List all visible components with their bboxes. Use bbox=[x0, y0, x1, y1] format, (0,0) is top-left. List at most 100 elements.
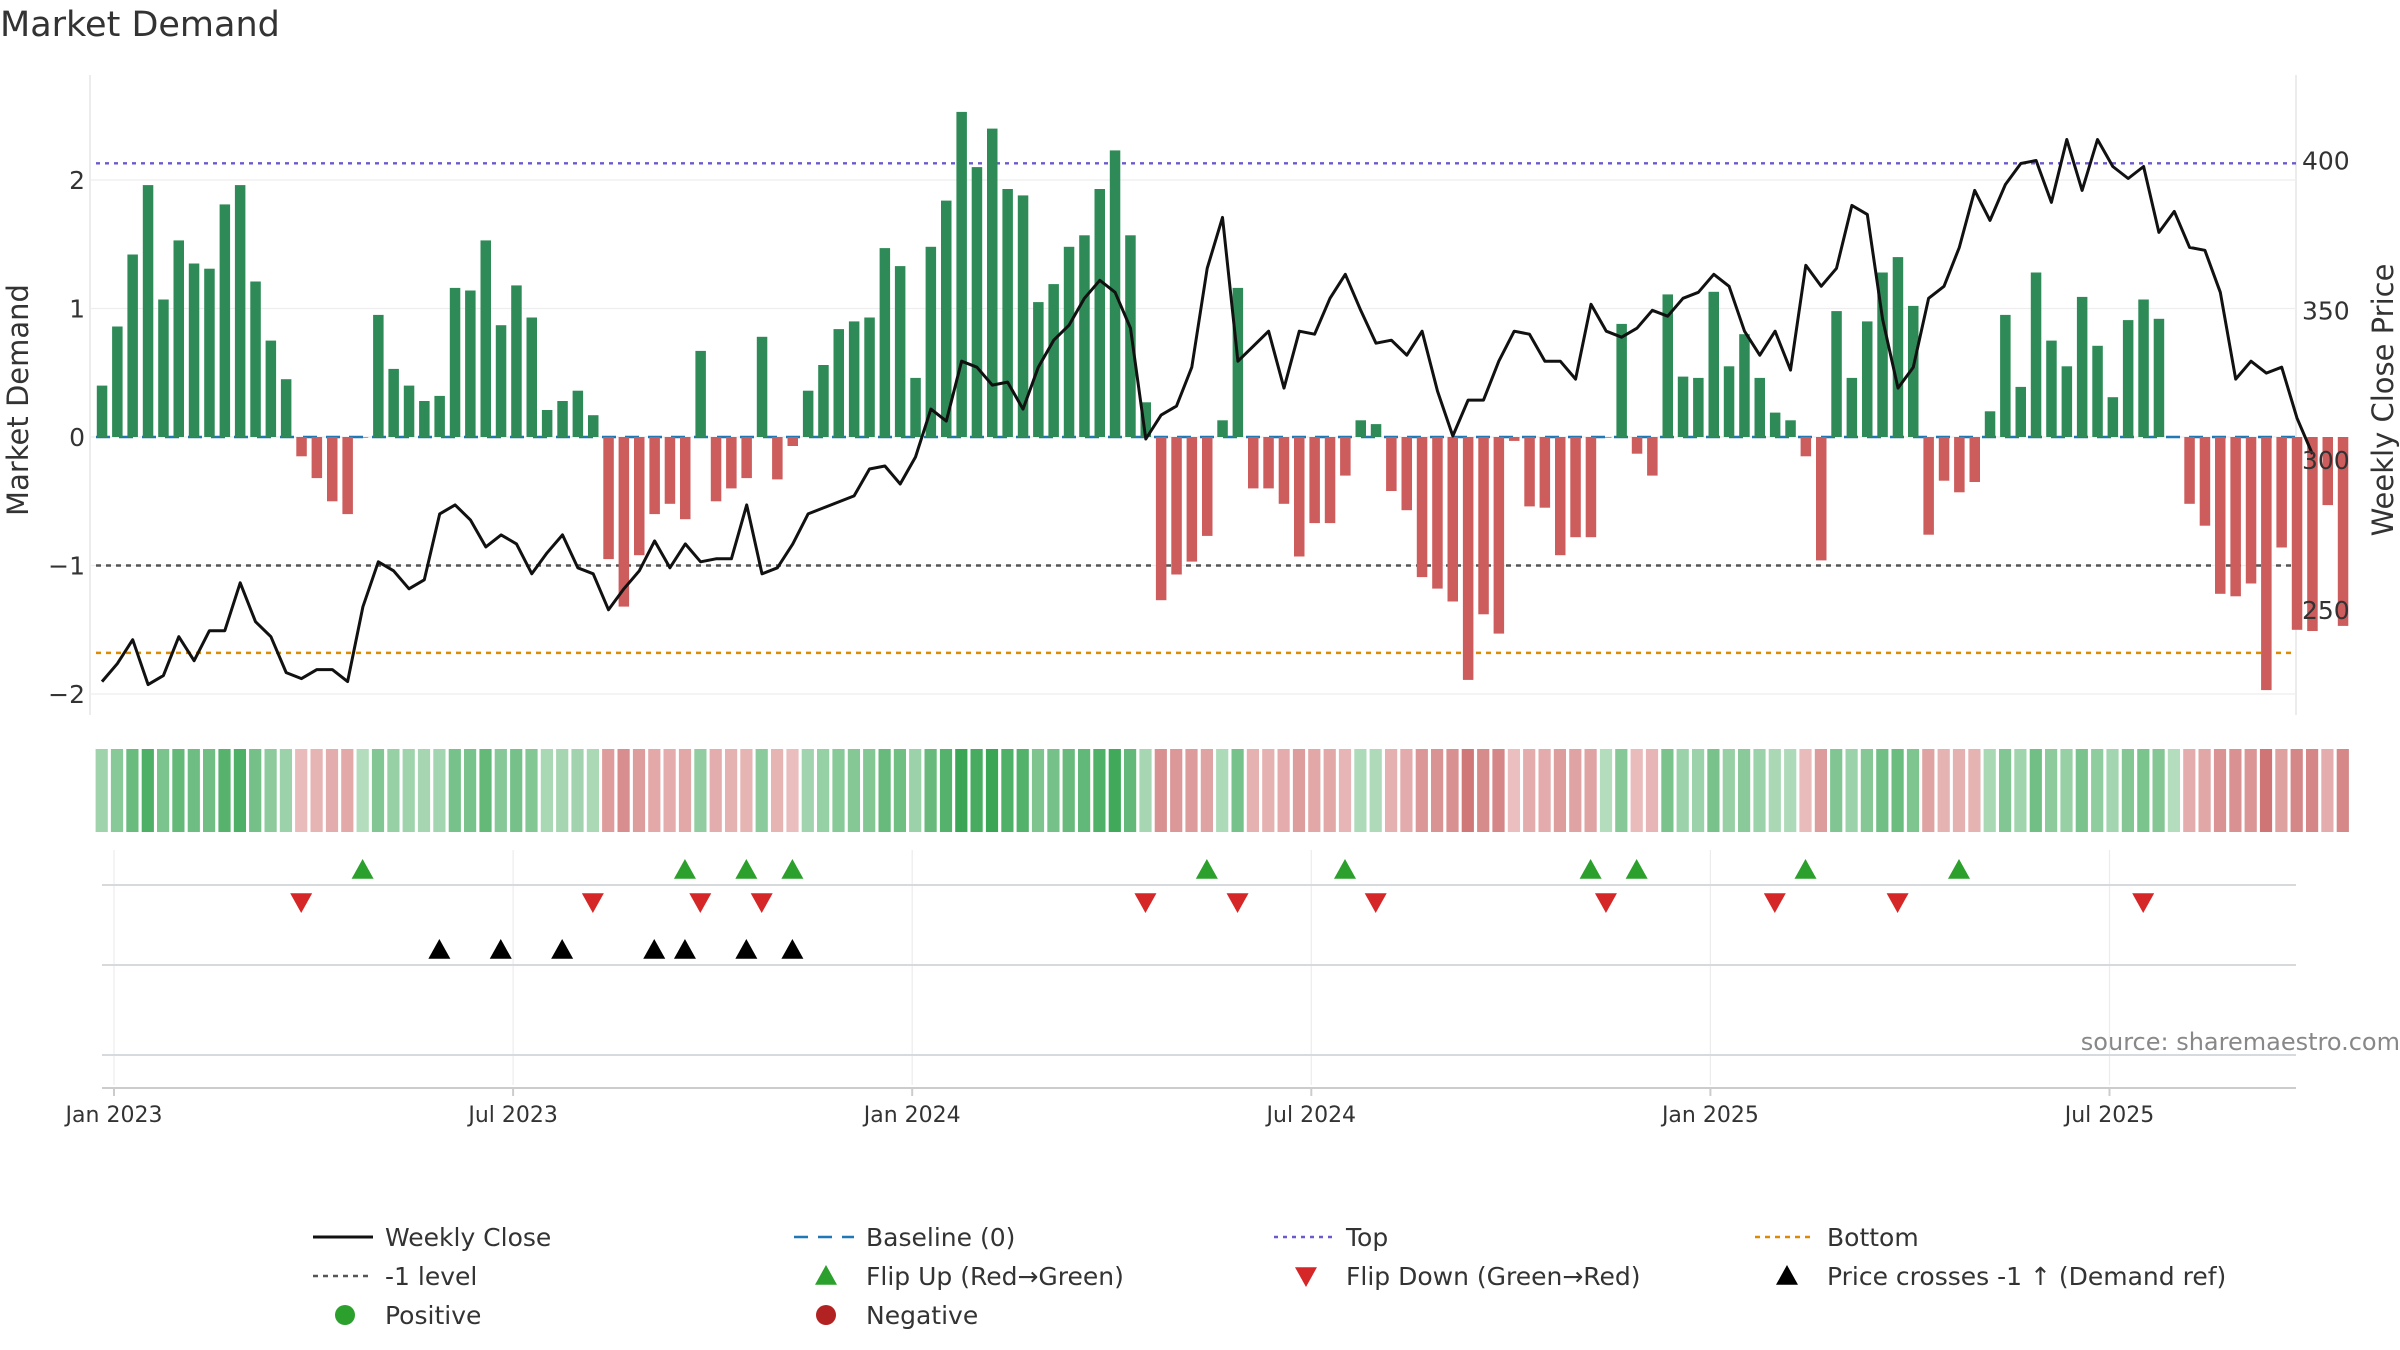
demand-heat-cell bbox=[126, 749, 139, 832]
price-cross-marker bbox=[551, 939, 574, 959]
demand-heat-cell bbox=[985, 749, 999, 832]
demand-bar bbox=[664, 437, 676, 504]
demand-bar bbox=[495, 325, 507, 437]
demand-bar bbox=[2153, 318, 2165, 437]
demand-heat-cell bbox=[1722, 749, 1735, 832]
demand-bar bbox=[1739, 334, 1750, 437]
left-tick-label: −2 bbox=[48, 680, 85, 709]
legend-label: Positive bbox=[385, 1301, 481, 1330]
demand-bar bbox=[864, 317, 875, 437]
demand-heat-cell bbox=[694, 749, 707, 832]
demand-heat-cell bbox=[1047, 749, 1060, 832]
demand-heat-cell bbox=[1937, 749, 1950, 832]
demand-bar bbox=[2122, 320, 2134, 437]
demand-heat-cell bbox=[663, 749, 676, 832]
demand-bar bbox=[987, 128, 998, 437]
demand-heat-cell bbox=[1385, 749, 1398, 832]
demand-bar bbox=[1647, 437, 1658, 476]
legend-label: Flip Down (Green→Red) bbox=[1346, 1262, 1641, 1291]
demand-bar bbox=[726, 437, 737, 489]
demand-bar bbox=[112, 326, 123, 437]
demand-heat-cell bbox=[801, 749, 814, 832]
demand-bar bbox=[1340, 437, 1351, 476]
demand-bar bbox=[1324, 437, 1336, 524]
demand-bar bbox=[1984, 411, 1996, 437]
demand-bar bbox=[1708, 291, 1719, 437]
legend-label: Top bbox=[1345, 1223, 1388, 1252]
demand-heat-cell bbox=[2029, 749, 2042, 832]
demand-bar bbox=[373, 314, 384, 437]
demand-bar bbox=[1800, 437, 1812, 457]
demand-heat-cell bbox=[2152, 749, 2165, 832]
demand-bar bbox=[403, 385, 415, 437]
legend-swatch bbox=[1776, 1265, 1798, 1285]
demand-bar bbox=[1816, 437, 1827, 561]
demand-heat-cell bbox=[1369, 749, 1382, 832]
demand-bar bbox=[1693, 377, 1704, 437]
legend-swatch bbox=[335, 1305, 355, 1325]
demand-heat-cell bbox=[325, 749, 339, 832]
demand-heat-cell bbox=[709, 749, 722, 832]
demand-heat-cell bbox=[1830, 749, 1843, 832]
price-cross-marker bbox=[428, 939, 451, 959]
flip-up-marker bbox=[1625, 859, 1648, 879]
demand-bar bbox=[1401, 437, 1412, 511]
demand-bar bbox=[449, 287, 461, 437]
demand-heat-cell bbox=[955, 749, 968, 832]
demand-bar bbox=[941, 200, 952, 437]
legend-item: Price crosses -1 ↑ (Demand ref) bbox=[1776, 1262, 2226, 1291]
demand-heat-cell bbox=[2137, 749, 2150, 832]
demand-bar bbox=[802, 390, 814, 437]
demand-heat-cell bbox=[1492, 749, 1505, 832]
demand-heat-cell bbox=[1523, 749, 1536, 832]
demand-bar bbox=[2291, 437, 2303, 630]
demand-heat-cell bbox=[1599, 749, 1613, 832]
flip-up-marker bbox=[735, 859, 758, 879]
demand-bar bbox=[434, 395, 445, 437]
demand-heat-cell bbox=[1292, 749, 1306, 832]
demand-heat-cell bbox=[1845, 749, 1858, 832]
flip-down-marker bbox=[581, 893, 604, 913]
demand-bar bbox=[204, 268, 215, 437]
demand-heat-cell bbox=[1246, 749, 1259, 832]
demand-bar bbox=[557, 401, 568, 437]
demand-bar bbox=[2061, 366, 2073, 437]
demand-heat-cell bbox=[556, 749, 569, 832]
demand-heat-cell bbox=[817, 749, 830, 832]
demand-heat-cell bbox=[1154, 749, 1167, 832]
demand-heat-cell bbox=[2167, 749, 2180, 832]
demand-heat-cell bbox=[1277, 749, 1290, 832]
right-axis-label: Weekly Close Price bbox=[2366, 264, 2400, 537]
demand-bar bbox=[357, 437, 369, 438]
demand-bar bbox=[1769, 412, 1781, 437]
demand-heat-cell bbox=[1415, 749, 1428, 832]
demand-bar bbox=[1063, 246, 1075, 437]
right-tick-label: 400 bbox=[2302, 147, 2350, 176]
demand-heat-cell bbox=[1262, 749, 1275, 832]
demand-bar bbox=[1202, 437, 1213, 536]
demand-heat-cell bbox=[2106, 749, 2119, 832]
demand-bar bbox=[1616, 323, 1627, 437]
demand-bar bbox=[1785, 420, 1796, 437]
demand-heat-cell bbox=[1738, 749, 1751, 832]
demand-bar bbox=[234, 185, 246, 437]
legend-item: Flip Down (Green→Red) bbox=[1295, 1262, 1641, 1291]
demand-heat-cell bbox=[2091, 749, 2104, 832]
demand-heat-cell bbox=[1799, 749, 1812, 832]
demand-heat-cell bbox=[510, 749, 523, 832]
demand-heat-cell bbox=[1400, 749, 1413, 832]
demand-heat-cell bbox=[1983, 749, 1996, 832]
demand-bar bbox=[158, 299, 169, 437]
demand-bar bbox=[2337, 437, 2349, 626]
legend-label: Bottom bbox=[1827, 1223, 1919, 1252]
demand-bar bbox=[2046, 340, 2057, 437]
demand-bar bbox=[741, 437, 752, 479]
demand-heat-cell bbox=[356, 749, 369, 832]
demand-heat-cell bbox=[525, 749, 538, 832]
demand-bar bbox=[419, 401, 430, 437]
demand-heat-cell bbox=[371, 749, 385, 832]
demand-bar bbox=[680, 437, 691, 520]
legend-swatch bbox=[815, 1265, 837, 1285]
demand-heat-cell bbox=[1431, 749, 1444, 832]
